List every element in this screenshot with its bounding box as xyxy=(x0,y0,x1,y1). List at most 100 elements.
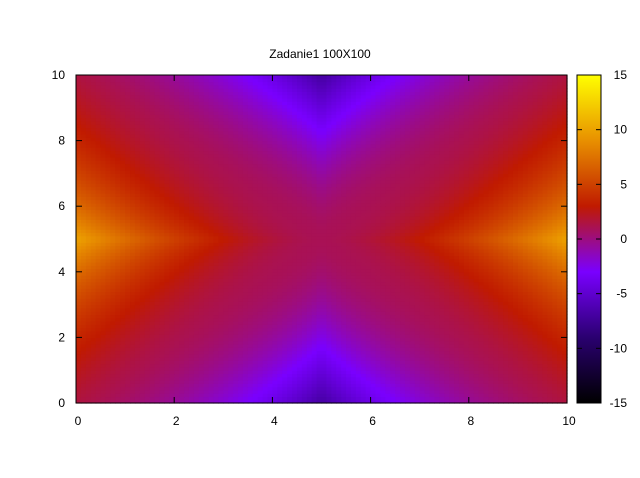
heatmap-cell xyxy=(365,353,372,358)
heatmap-cell xyxy=(488,245,494,250)
heatmap-cell xyxy=(134,373,141,378)
heatmap-cell xyxy=(331,255,337,260)
heatmap-cell xyxy=(90,311,97,316)
heatmap-cell xyxy=(115,291,121,296)
heatmap-cell xyxy=(557,353,563,358)
heatmap-cell xyxy=(341,376,347,381)
heatmap-cell xyxy=(483,317,490,322)
heatmap-cell xyxy=(188,347,195,352)
heatmap-cell xyxy=(90,337,97,342)
heatmap-cell xyxy=(341,393,347,398)
heatmap-cell xyxy=(350,239,357,243)
heatmap-cell xyxy=(449,288,455,293)
heatmap-cell xyxy=(512,399,519,404)
heatmap-cell xyxy=(552,288,558,293)
heatmap-cell xyxy=(321,343,328,348)
heatmap-cell xyxy=(203,370,210,375)
heatmap-cell xyxy=(159,357,165,361)
heatmap-cell xyxy=(198,252,205,256)
heatmap-cell xyxy=(532,248,539,253)
heatmap-cell xyxy=(488,350,494,355)
heatmap-cell xyxy=(375,281,382,286)
heatmap-cell xyxy=(203,258,210,263)
heatmap-cell xyxy=(105,268,111,273)
heatmap-cell xyxy=(223,383,229,388)
heatmap-cell xyxy=(404,370,411,375)
heatmap-cell xyxy=(125,242,131,247)
heatmap-cell xyxy=(547,347,553,352)
heatmap-cell xyxy=(228,334,234,338)
heatmap-cell xyxy=(429,383,436,388)
heatmap-cell xyxy=(139,258,146,263)
heatmap-cell xyxy=(527,258,534,263)
heatmap-cell xyxy=(454,376,460,381)
heatmap-cell xyxy=(228,366,234,371)
heatmap-cell xyxy=(76,376,82,381)
heatmap-cell xyxy=(395,278,401,283)
heatmap-cell xyxy=(527,399,534,404)
heatmap-cell xyxy=(336,248,342,253)
heatmap-cell xyxy=(80,360,87,365)
heatmap-cell xyxy=(468,271,475,276)
heatmap-cell xyxy=(557,275,563,279)
heatmap-cell xyxy=(228,386,234,391)
heatmap-cell xyxy=(419,275,426,279)
heatmap-cell xyxy=(429,281,436,286)
heatmap-cell xyxy=(169,239,175,243)
heatmap-cell xyxy=(468,334,475,338)
heatmap-cell xyxy=(154,340,161,345)
heatmap-cell xyxy=(463,337,470,342)
heatmap-cell xyxy=(198,291,205,296)
heatmap-cell xyxy=(463,376,470,381)
heatmap-cell xyxy=(468,248,475,253)
heatmap-cell xyxy=(149,324,156,329)
heatmap-cell xyxy=(311,298,318,302)
heatmap-cell xyxy=(395,248,401,253)
heatmap-cell xyxy=(90,239,97,243)
heatmap-cell xyxy=(134,239,141,243)
heatmap-cell xyxy=(115,245,121,250)
heatmap-cell xyxy=(100,284,107,289)
heatmap-cell xyxy=(252,275,259,279)
heatmap-cell xyxy=(130,366,136,371)
heatmap-cell xyxy=(316,298,323,302)
heatmap-cell xyxy=(134,278,141,283)
heatmap-cell xyxy=(463,245,470,250)
heatmap-cell xyxy=(257,347,264,352)
heatmap-cell xyxy=(287,255,293,260)
heatmap-cell xyxy=(429,304,436,309)
heatmap-cell xyxy=(208,317,215,322)
heatmap-cell xyxy=(179,248,185,253)
heatmap-cell xyxy=(547,330,553,335)
heatmap-cell xyxy=(390,330,396,335)
heatmap-cell xyxy=(252,294,259,299)
heatmap-cell xyxy=(380,389,386,394)
heatmap-cell xyxy=(306,321,313,325)
heatmap-cell xyxy=(390,265,396,270)
heatmap-cell xyxy=(218,327,224,332)
heatmap-cell xyxy=(188,265,195,270)
heatmap-cell xyxy=(223,353,229,358)
heatmap-cell xyxy=(517,311,524,316)
heatmap-cell xyxy=(365,386,372,391)
heatmap-cell xyxy=(130,327,136,332)
heatmap-cell xyxy=(493,334,499,338)
heatmap-cell xyxy=(115,337,121,342)
heatmap-cell xyxy=(552,337,558,342)
heatmap-cell xyxy=(287,314,293,319)
heatmap-cell xyxy=(478,248,485,253)
heatmap-cell xyxy=(262,340,269,345)
heatmap-cell xyxy=(311,383,318,388)
heatmap-cell xyxy=(404,337,411,342)
heatmap-cell xyxy=(267,317,273,322)
heatmap-cell xyxy=(277,324,283,329)
heatmap-cell xyxy=(458,321,465,325)
heatmap-cell xyxy=(144,261,151,266)
heatmap-cell xyxy=(198,334,205,338)
heatmap-cell xyxy=(213,252,219,256)
heatmap-cell xyxy=(414,278,421,283)
heatmap-cell xyxy=(360,343,367,348)
heatmap-cell xyxy=(125,284,131,289)
heatmap-cell xyxy=(404,275,411,279)
heatmap-cell xyxy=(130,239,136,243)
